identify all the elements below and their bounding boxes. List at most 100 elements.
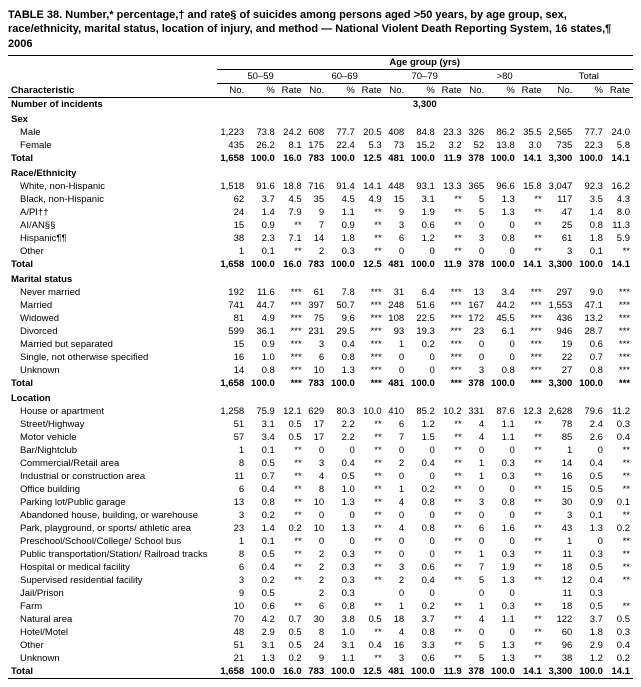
data-cell: 0.4 [606,431,633,444]
data-cell: *** [358,325,385,338]
data-cell: 48 [217,626,248,639]
data-cell: *** [358,377,385,390]
data-cell: 946 [545,325,576,338]
row-label: AI/AN§§ [8,219,217,232]
data-cell: 0 [465,219,488,232]
data-cell: 0.4 [575,574,606,587]
data-cell: ** [358,522,385,535]
data-cell: 297 [545,286,576,299]
col-pct: % [407,83,438,97]
data-cell: 2.4 [575,418,606,431]
data-cell: ** [358,457,385,470]
col-pct: % [247,83,278,97]
data-cell: 2 [305,587,328,600]
data-cell: ** [606,457,633,470]
group-50-59: 50–59 [217,69,305,83]
data-cell: 3,300 [545,152,576,165]
data-cell: 1,553 [545,299,576,312]
data-cell: 0.6 [407,652,438,665]
data-cell: 0.2 [247,574,278,587]
data-cell: *** [606,377,633,390]
data-cell: ** [518,483,545,496]
row-label: Street/Highway [8,418,217,431]
data-cell: ** [438,219,465,232]
total-label: Total [8,152,217,165]
data-cell: 14.1 [518,665,545,679]
data-cell: 31 [385,286,408,299]
data-cell: 4.9 [358,193,385,206]
data-cell: 51.6 [407,299,438,312]
data-cell: 0 [487,509,518,522]
col-rate: Rate [358,83,385,97]
row-label: Never married [8,286,217,299]
data-cell: 4 [385,626,408,639]
data-cell: 2.2 [327,418,358,431]
col-no: No. [305,83,328,97]
data-cell: 0.5 [575,561,606,574]
data-cell: 0.6 [247,600,278,613]
data-cell: ** [606,444,633,457]
data-cell: 0 [575,535,606,548]
data-cell: 9.0 [575,286,606,299]
data-cell: ** [438,548,465,561]
data-cell: 0.3 [327,574,358,587]
data-cell: 11 [217,470,248,483]
row-label: White, non-Hispanic [8,180,217,193]
data-cell: 0.3 [575,587,606,600]
data-cell: 1.0 [247,351,278,364]
row-label: Office building [8,483,217,496]
data-cell: ** [518,219,545,232]
row-label: Motor vehicle [8,431,217,444]
data-cell: 0.8 [407,522,438,535]
data-cell: 96 [545,639,576,652]
data-cell: 175 [305,139,328,152]
data-cell: 0.2 [606,522,633,535]
data-cell: 50.7 [327,299,358,312]
data-cell: 5.3 [358,139,385,152]
data-cell: 0.1 [247,245,278,258]
data-cell: 0.3 [606,418,633,431]
data-cell: 3 [385,219,408,232]
row-label: Unknown [8,652,217,665]
data-cell: 0.4 [407,574,438,587]
data-cell: 3 [545,509,576,522]
data-cell: 14.1 [518,258,545,271]
data-cell: *** [278,286,305,299]
data-cell: 2 [385,457,408,470]
data-cell: 14.1 [358,180,385,193]
data-cell: 0 [407,351,438,364]
data-cell: 0 [385,364,408,377]
data-cell: 17 [305,431,328,444]
data-cell: 0 [487,338,518,351]
data-cell: 1.1 [487,431,518,444]
row-label: Bar/Nightclub [8,444,217,457]
data-cell: 0.9 [247,219,278,232]
data-cell: 3 [217,574,248,587]
data-cell: 0 [487,535,518,548]
data-cell: 100.0 [247,377,278,390]
data-cell: 12.3 [518,405,545,418]
data-cell: *** [518,286,545,299]
data-cell: 0.5 [247,548,278,561]
data-cell: 1.8 [327,232,358,245]
data-cell: 30 [545,496,576,509]
data-cell: 1.2 [407,232,438,245]
data-cell: ** [606,561,633,574]
data-cell: ** [358,470,385,483]
data-cell: 9 [385,206,408,219]
data-cell: *** [278,312,305,325]
data-cell: *** [278,351,305,364]
data-cell: 1.1 [327,652,358,665]
data-cell: 6 [305,600,328,613]
data-cell: 15 [545,483,576,496]
data-cell: 12.5 [358,665,385,679]
section-header: Sex [8,111,633,126]
data-cell: 52 [465,139,488,152]
data-cell: 0 [385,548,408,561]
data-cell: 10 [305,364,328,377]
data-cell: ** [358,444,385,457]
data-cell: 3.2 [438,139,465,152]
data-cell: 100.0 [575,377,606,390]
data-cell: 0.8 [407,626,438,639]
data-cell: 231 [305,325,328,338]
